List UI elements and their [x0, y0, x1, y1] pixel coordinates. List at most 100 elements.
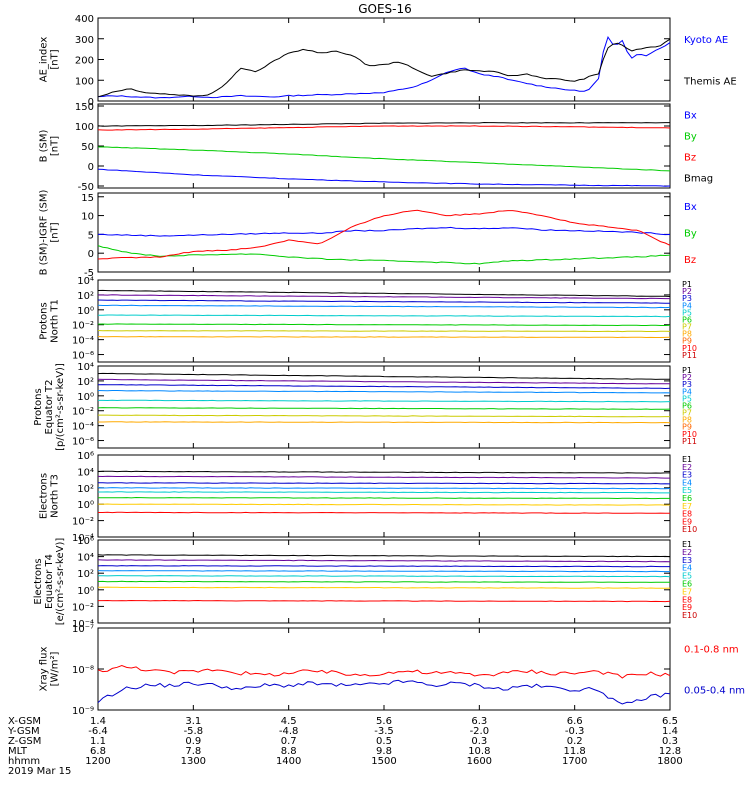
y-tick-label: 10⁶ — [77, 451, 94, 462]
y-tick-label: 10⁴ — [77, 276, 94, 287]
x-cell-mlt: 10.8 — [468, 746, 490, 757]
x-cell-y-gsm: -3.5 — [374, 726, 394, 737]
series-line-e6 — [97, 580, 670, 583]
y-axis-label: Protons — [33, 388, 44, 425]
series-line-e8 — [98, 511, 670, 514]
panel-frame — [97, 279, 671, 363]
y-tick-label: 100 — [75, 76, 94, 87]
legend-entry: P9 — [682, 423, 692, 432]
y-tick-label: 10⁴ — [77, 467, 94, 478]
legend-entry: E7 — [682, 502, 692, 511]
x-cell-y-gsm: -5.8 — [184, 726, 204, 737]
x-cell-x-gsm: 4.5 — [281, 716, 297, 727]
series-line-p7 — [97, 330, 671, 333]
x-cell-mlt: 7.8 — [185, 746, 201, 757]
series-line-e1 — [97, 554, 671, 558]
y-axis-label: Electrons — [33, 558, 44, 604]
y-tick-label: 200 — [75, 56, 94, 67]
series-line-p8 — [98, 421, 671, 424]
legend-entry: P11 — [682, 351, 697, 360]
series-line-themis-ae — [97, 38, 671, 98]
x-row-label: hhmm — [8, 756, 40, 767]
x-row-label: X-GSM — [8, 716, 41, 727]
legend-entry: 0.1-0.8 nm — [684, 645, 739, 656]
series-line-bx — [97, 168, 671, 187]
x-row-label: Z-GSM — [8, 736, 41, 747]
y-axis-label: B (SM)-IGRF (SM) — [39, 190, 50, 276]
legend-entry: P10 — [682, 430, 697, 439]
legend-entry: E6 — [682, 580, 692, 589]
x-cell-x-gsm: 1.4 — [90, 716, 106, 727]
legend-entry: E1 — [682, 455, 692, 464]
y-tick-label: 10⁰ — [77, 306, 94, 317]
y-tick-label: 10⁻⁸ — [72, 665, 94, 676]
y-tick-label: 10⁻⁴ — [72, 336, 94, 347]
series-line-p5 — [98, 399, 671, 403]
x-cell-z-gsm: 0.9 — [185, 736, 201, 747]
x-cell-mlt: 6.8 — [90, 746, 106, 757]
y-axis-label: Xray flux — [39, 647, 50, 692]
legend-entry: P2 — [682, 373, 692, 382]
series-line-p8 — [97, 335, 671, 339]
y-tick-label: 10⁻² — [72, 321, 94, 332]
legend-entry: Bmag — [684, 174, 713, 185]
legend-entry: E8 — [682, 510, 692, 519]
legend-entry: Bx — [684, 111, 697, 122]
y-tick-label: 10⁻⁴ — [72, 422, 94, 433]
y-tick-label: 50 — [81, 142, 94, 153]
x-cell-x-gsm: 5.6 — [376, 716, 392, 727]
legend-entry: P4 — [682, 301, 692, 310]
series-line-kyoto-ae — [97, 35, 671, 99]
series-line-bz — [97, 125, 671, 131]
y-axis-label: B (SM) — [39, 129, 50, 162]
legend-entry: 0.05-0.4 nm — [684, 686, 745, 697]
x-cell-mlt: 8.8 — [281, 746, 297, 757]
legend-entry: P7 — [682, 409, 692, 418]
date-label: 2019 Mar 15 — [8, 766, 71, 777]
legend-entry: Bx — [684, 202, 697, 213]
panel-frame — [97, 17, 671, 102]
y-tick-label: 15 — [81, 193, 94, 204]
x-row-label: Y-GSM — [7, 726, 40, 737]
x-cell-mlt: 12.8 — [659, 746, 681, 757]
legend-entry: E6 — [682, 494, 692, 503]
y-tick-label: 10⁻² — [72, 407, 94, 418]
x-cell-y-gsm: -2.0 — [470, 726, 490, 737]
legend-entry: Kyoto AE — [684, 35, 728, 46]
x-cell-hhmm: 1800 — [657, 756, 682, 767]
y-tick-label: 10⁻⁶ — [72, 437, 94, 448]
legend-entry: Bz — [684, 255, 696, 266]
legend-entry: E4 — [682, 478, 692, 487]
series-line-p4 — [97, 390, 671, 394]
panel-frame — [97, 103, 671, 189]
series-line-bz — [97, 209, 671, 260]
series-line-e5 — [98, 491, 670, 494]
series-line-0-1-0-8-nm — [97, 664, 671, 679]
panel-1: 0 100 200 300 400 AE_index [nT] Kyoto AE Themis … — [39, 14, 737, 108]
legend-entry: P8 — [682, 416, 692, 425]
y-axis-label: [p/(cm²-s-sr-keV)] — [55, 363, 66, 451]
panel-8: 10⁻⁹ 10⁻⁸ 10⁻⁷ Xray flux [W/m²] 0.1-0.8 nm 0.0… — [39, 624, 746, 717]
legend-entry: P4 — [682, 387, 692, 396]
legend-entry: E2 — [682, 463, 692, 472]
x-cell-z-gsm: 0.7 — [281, 736, 297, 747]
panel-3: -5 0 5 10 15 B (SM)-IGRF (SM) [nT] Bx By Bz — [39, 190, 697, 279]
legend-entry: P5 — [682, 308, 692, 317]
series-line-p2 — [97, 378, 671, 385]
legend-entry: P3 — [682, 380, 692, 389]
legend-entry: E1 — [682, 540, 692, 549]
series-line-e6 — [98, 496, 670, 500]
y-axis-label: [nT] — [50, 222, 61, 242]
series-line-e3 — [98, 482, 671, 485]
y-axis-label: Equator T2 — [44, 380, 55, 435]
legend-entry: E10 — [682, 525, 697, 534]
y-tick-label: 0 — [88, 97, 94, 108]
y-tick-label: 10⁻⁶ — [72, 351, 94, 362]
x-cell-mlt: 11.8 — [564, 746, 586, 757]
legend-entry: Themis AE — [683, 76, 737, 87]
y-tick-label: 10⁻² — [72, 517, 94, 528]
panel-frame — [97, 627, 671, 711]
y-tick-label: -50 — [78, 182, 94, 193]
